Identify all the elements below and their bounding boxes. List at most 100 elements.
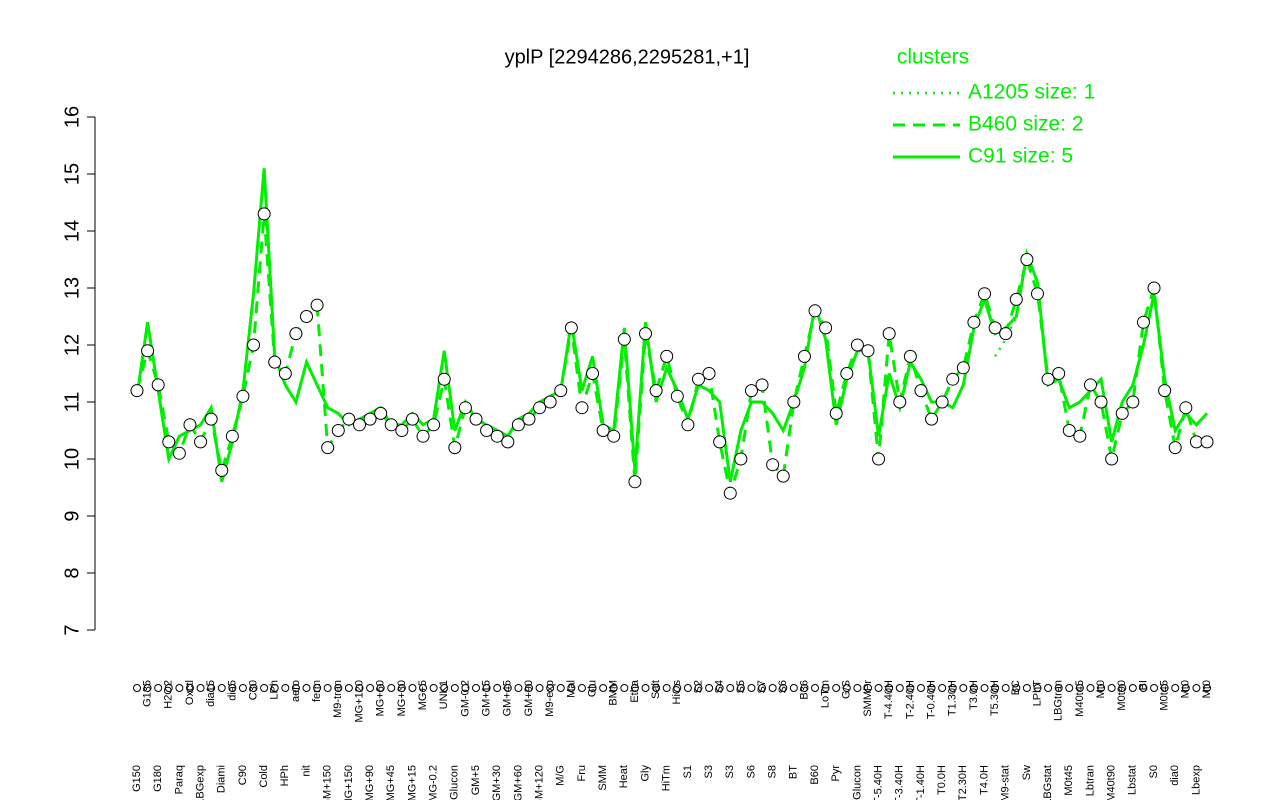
data-point (1020, 253, 1034, 266)
x-tick-label: Sw (1021, 765, 1033, 780)
data-point (130, 384, 144, 398)
data-point (427, 418, 441, 432)
legend-label: C91 size: 5 (968, 145, 1073, 168)
series-line (135, 168, 1209, 483)
x-tick-label: dia15 (205, 680, 217, 707)
x-tick-label: M40t90 (1106, 765, 1118, 800)
data-point (480, 424, 494, 437)
x-marker (556, 684, 565, 692)
y-tick-label: 15 (61, 163, 83, 185)
data-point (744, 384, 758, 398)
x-marker (927, 684, 936, 692)
data-point (257, 207, 271, 221)
data-point (1094, 395, 1108, 409)
x-tick-label: T-2.40H (904, 680, 916, 719)
x-tick-label: T-3.40H (894, 765, 906, 800)
x-marker (1086, 684, 1095, 692)
x-tick-label: H2O2 (163, 680, 175, 709)
x-marker (323, 684, 332, 692)
x-tick-label: GM+30 (491, 765, 503, 800)
x-marker (429, 684, 438, 692)
x-tick-label: LoTm (820, 680, 832, 708)
x-marker (588, 684, 597, 692)
x-tick-label: dia0 (1169, 765, 1181, 786)
x-marker (1033, 684, 1042, 692)
x-marker (1139, 684, 1148, 692)
data-point (469, 412, 483, 426)
data-point (268, 355, 282, 369)
x-marker (281, 684, 290, 692)
data-point (808, 304, 822, 318)
x-marker (419, 684, 428, 692)
x-marker (143, 684, 152, 692)
x-tick-label: Mt0 (1201, 680, 1213, 698)
data-point (300, 310, 314, 323)
data-point (903, 349, 917, 363)
x-marker (249, 684, 258, 692)
y-tick-label: 14 (61, 220, 83, 242)
x-marker (959, 684, 968, 692)
x-marker (1150, 684, 1159, 692)
data-point (755, 378, 769, 392)
legend-title: clusters (897, 46, 969, 69)
data-point (321, 441, 335, 455)
data-point (1009, 292, 1023, 306)
x-marker (895, 684, 904, 692)
x-tick-label: T2.30H (957, 765, 969, 800)
data-point (649, 384, 663, 398)
x-tick-label: LBGexp (194, 765, 206, 800)
x-marker (175, 684, 184, 692)
data-point (914, 384, 928, 398)
x-marker (154, 684, 163, 692)
data-point (797, 349, 811, 363)
x-marker (789, 684, 798, 692)
data-point (1126, 395, 1140, 409)
x-tick-label: S6 (777, 680, 789, 693)
x-tick-label: T5.30H (989, 680, 1001, 716)
x-marker (779, 684, 788, 692)
y-tick-label: 13 (61, 277, 83, 299)
x-marker (408, 684, 417, 692)
data-point (850, 338, 864, 352)
data-point (501, 435, 515, 449)
x-marker (524, 684, 533, 692)
data-point (586, 367, 600, 380)
data-point (352, 418, 366, 432)
x-tick-label: MG+45 (385, 765, 397, 800)
x-tick-label: HPh (279, 765, 291, 786)
data-point (1147, 281, 1161, 295)
x-tick-label: S6 (745, 765, 757, 778)
x-tick-label: M0t90 (1116, 680, 1128, 711)
data-point (172, 446, 186, 460)
data-point (1052, 367, 1066, 380)
x-tick-label: Lbexp (1190, 765, 1202, 795)
data-point (416, 429, 430, 443)
x-tick-label: BC (1010, 680, 1022, 695)
data-point (967, 315, 981, 329)
y-tick-label: 8 (61, 567, 83, 578)
x-marker (609, 684, 618, 692)
x-tick-label: S1 (682, 765, 694, 778)
x-tick-label: nit (300, 765, 312, 777)
x-tick-label: UNK1 (438, 680, 450, 709)
x-tick-label: Mt0 (1180, 680, 1192, 698)
x-marker (535, 684, 544, 692)
x-tick-label: MG+150 (343, 765, 355, 800)
x-tick-label: GM+60 (512, 765, 524, 800)
data-point (543, 395, 557, 409)
x-tick-label: Oxctl (184, 680, 196, 705)
x-tick-label: GM+150 (322, 765, 334, 800)
x-marker (1012, 684, 1021, 692)
x-tick-label: S3 (703, 765, 715, 778)
x-marker (1022, 684, 1031, 692)
data-point (1083, 378, 1097, 392)
data-point (384, 418, 398, 432)
x-tick-label: M0t45 (1063, 765, 1075, 796)
x-tick-label: T0.0H (936, 765, 948, 795)
x-tick-label: LPh (269, 680, 281, 700)
x-marker (758, 684, 767, 692)
x-marker (546, 684, 555, 692)
data-point (702, 367, 716, 380)
x-marker (641, 684, 650, 692)
